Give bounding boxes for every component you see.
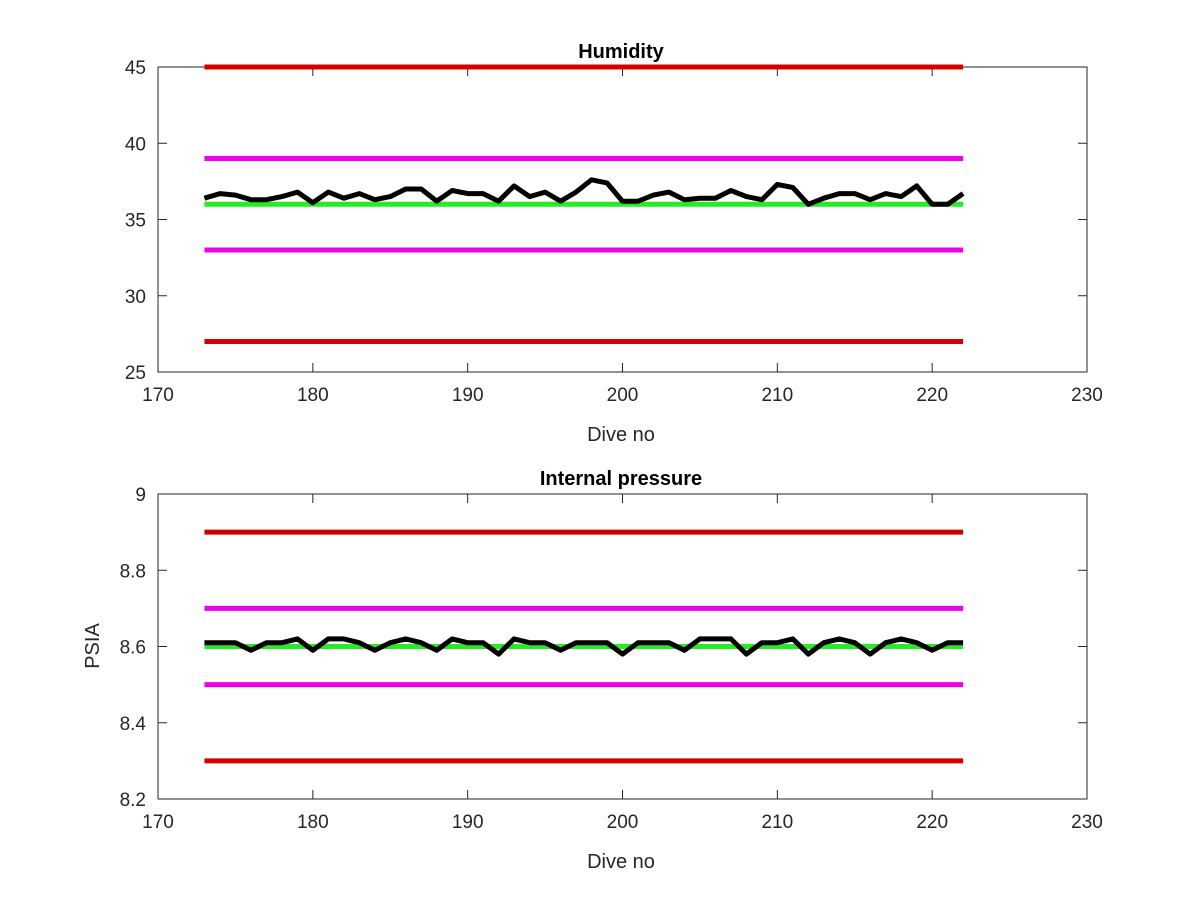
- pressure-y-tick-label: 8.2: [120, 790, 146, 811]
- pressure-y-tick-label: 8.4: [120, 714, 147, 735]
- humidity-reference-lines: [204, 64, 964, 344]
- pressure-series-line: [204, 636, 964, 657]
- humidity-y-tick-label: 25: [125, 363, 146, 384]
- pressure-y-axis-label: PSIA: [82, 623, 104, 669]
- humidity-y-tick-labels: 25 30 35 40 45: [125, 58, 146, 384]
- humidity-x-tick-label: 190: [452, 385, 484, 406]
- humidity-x-axis-label: Dive no: [587, 424, 655, 446]
- pressure-tick-marks: [157, 493, 1088, 800]
- pressure-x-tick-label: 170: [142, 812, 174, 833]
- humidity-series-line: [203, 177, 965, 207]
- pressure-y-tick-label: 9: [135, 485, 146, 506]
- pressure-x-tick-label: 230: [1071, 812, 1103, 833]
- pressure-y-tick-label: 8.8: [120, 561, 146, 582]
- pressure-x-axis-label: Dive no: [587, 851, 655, 873]
- pressure-x-tick-label: 210: [761, 812, 793, 833]
- humidity-y-tick-label: 45: [125, 58, 146, 79]
- humidity-y-tick-label: 40: [125, 134, 146, 155]
- pressure-y-tick-labels: 8.2 8.4 8.6 8.8 9: [120, 485, 147, 811]
- humidity-x-tick-label: 170: [142, 385, 174, 406]
- pressure-x-tick-label: 200: [607, 812, 639, 833]
- pressure-subplot: 170 180 190 200 210 220 230 8.2 8.4 8.6 …: [82, 468, 1103, 873]
- pressure-x-tick-label: 180: [297, 812, 329, 833]
- humidity-x-tick-label: 220: [916, 385, 948, 406]
- humidity-x-tick-label: 210: [761, 385, 793, 406]
- pressure-series: [204, 636, 964, 657]
- humidity-y-tick-label: 30: [125, 287, 146, 308]
- humidity-x-tick-label: 200: [607, 385, 639, 406]
- pressure-x-tick-label: 220: [916, 812, 948, 833]
- pressure-x-tick-labels: 170 180 190 200 210 220 230: [142, 812, 1103, 833]
- pressure-chart-title: Internal pressure: [540, 468, 702, 490]
- pressure-y-tick-label: 8.6: [120, 638, 146, 659]
- humidity-series: [203, 177, 965, 207]
- pressure-x-tick-label: 190: [452, 812, 484, 833]
- humidity-x-tick-label: 230: [1071, 385, 1103, 406]
- pressure-reference-lines: [204, 529, 964, 764]
- humidity-x-tick-label: 180: [297, 385, 329, 406]
- humidity-chart-title: Humidity: [578, 41, 664, 63]
- humidity-axes-frame: [157, 66, 1088, 373]
- humidity-x-tick-labels: 170 180 190 200 210 220 230: [142, 385, 1103, 406]
- humidity-subplot: 170 180 190 200 210 220 230 25 30 35 40 …: [125, 41, 1103, 446]
- humidity-y-tick-label: 35: [125, 211, 146, 232]
